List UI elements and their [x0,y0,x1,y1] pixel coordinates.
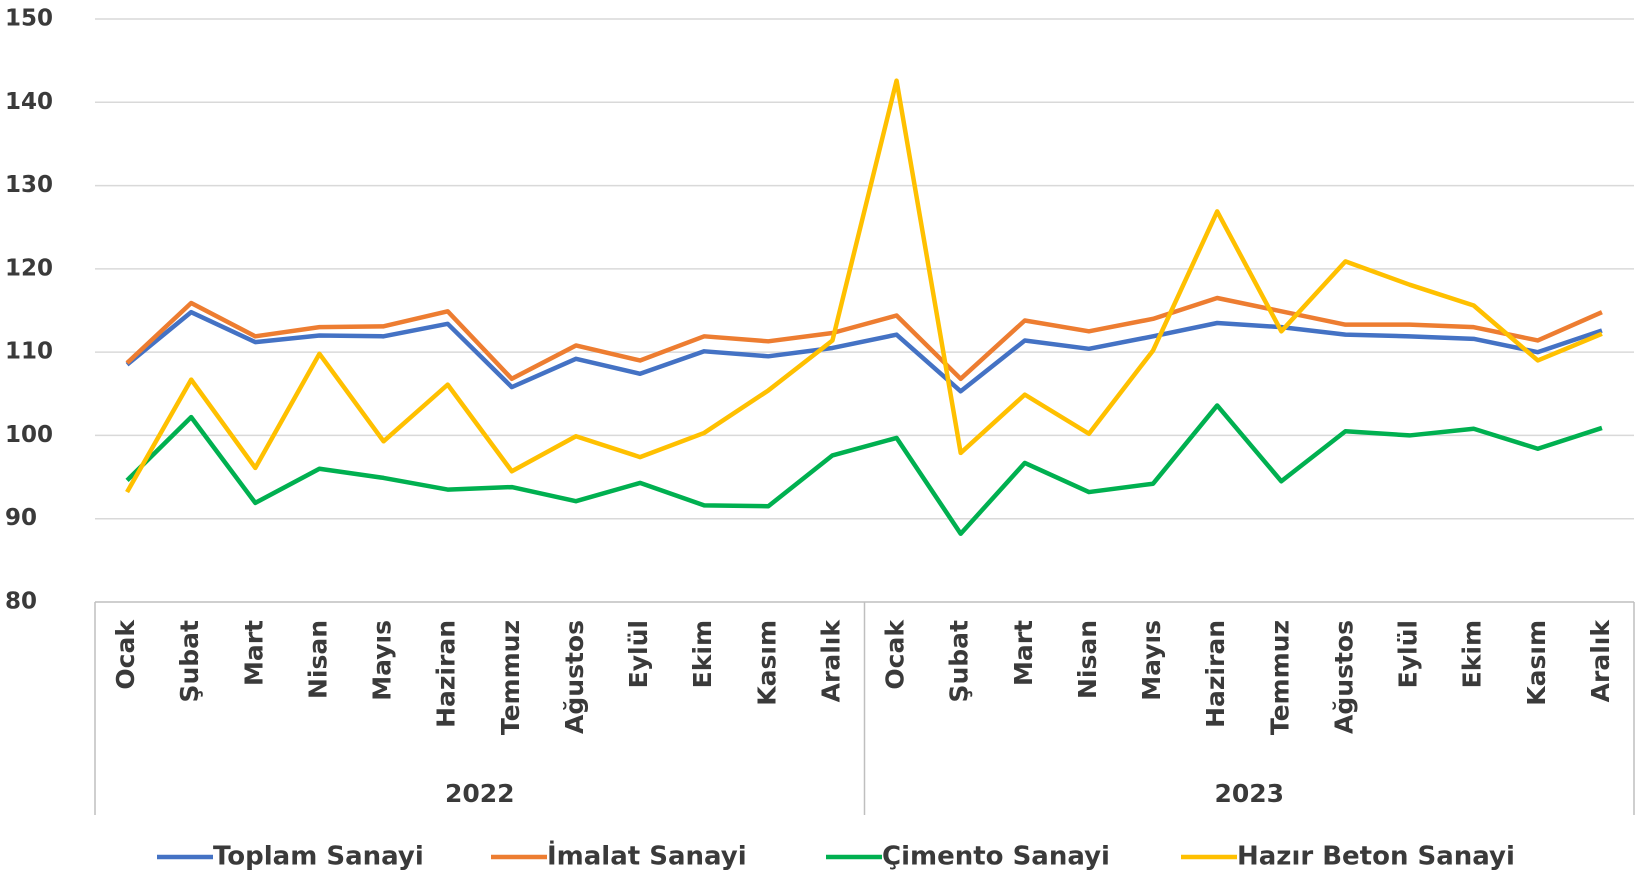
y-tick-label: 110 [5,339,53,365]
x-tick-label: Ekim [1458,620,1487,688]
x-tick-label: Mart [239,620,268,686]
y-tick-label: 150 [5,6,53,32]
x-tick-label: Nisan [1073,620,1102,699]
x-tick-label: Nisan [303,620,332,699]
x-tick-label: Haziran [432,620,461,728]
year-label: 2023 [1214,779,1284,808]
series-line [125,309,1603,394]
x-tick-label: Ekim [688,620,717,688]
x-tick-label: Ağustos [560,620,589,734]
x-tick-label: Ocak [881,619,910,690]
x-tick-label: Şubat [945,620,974,703]
y-tick-label: 90 [5,505,37,531]
series-line [125,403,1603,536]
series-line [125,78,1603,494]
legend-label: Toplam Sanayi [213,842,424,872]
y-tick-label: 140 [5,89,53,115]
x-tick-label: Mart [1009,620,1038,686]
x-tick-label: Mayıs [368,620,397,701]
x-tick-label: Eylül [1394,620,1423,688]
x-tick-label: Aralık [1586,619,1615,703]
x-tick-label: Mayıs [1137,620,1166,701]
x-tick-label: Kasım [752,620,781,706]
x-tick-label: Haziran [1201,620,1230,728]
x-tick-label: Eylül [624,620,653,688]
x-tick-label: Şubat [175,620,204,703]
x-tick-label: Temmuz [1265,620,1294,735]
y-tick-label: 130 [5,172,53,198]
y-tick-label: 80 [5,589,37,615]
year-label: 2022 [445,779,515,808]
x-tick-label: Kasım [1522,620,1551,706]
legend-label: Hazır Beton Sanayi [1237,842,1515,872]
x-tick-label: Ağustos [1329,620,1358,734]
series-line [125,295,1603,382]
y-tick-label: 100 [5,422,53,448]
y-tick-label: 120 [5,255,53,281]
legend-label: İmalat Sanayi [547,840,747,872]
x-tick-label: Aralık [816,619,845,703]
x-tick-label: Ocak [111,619,140,690]
x-tick-label: Temmuz [496,620,525,735]
legend-label: Çimento Sanayi [882,842,1110,872]
